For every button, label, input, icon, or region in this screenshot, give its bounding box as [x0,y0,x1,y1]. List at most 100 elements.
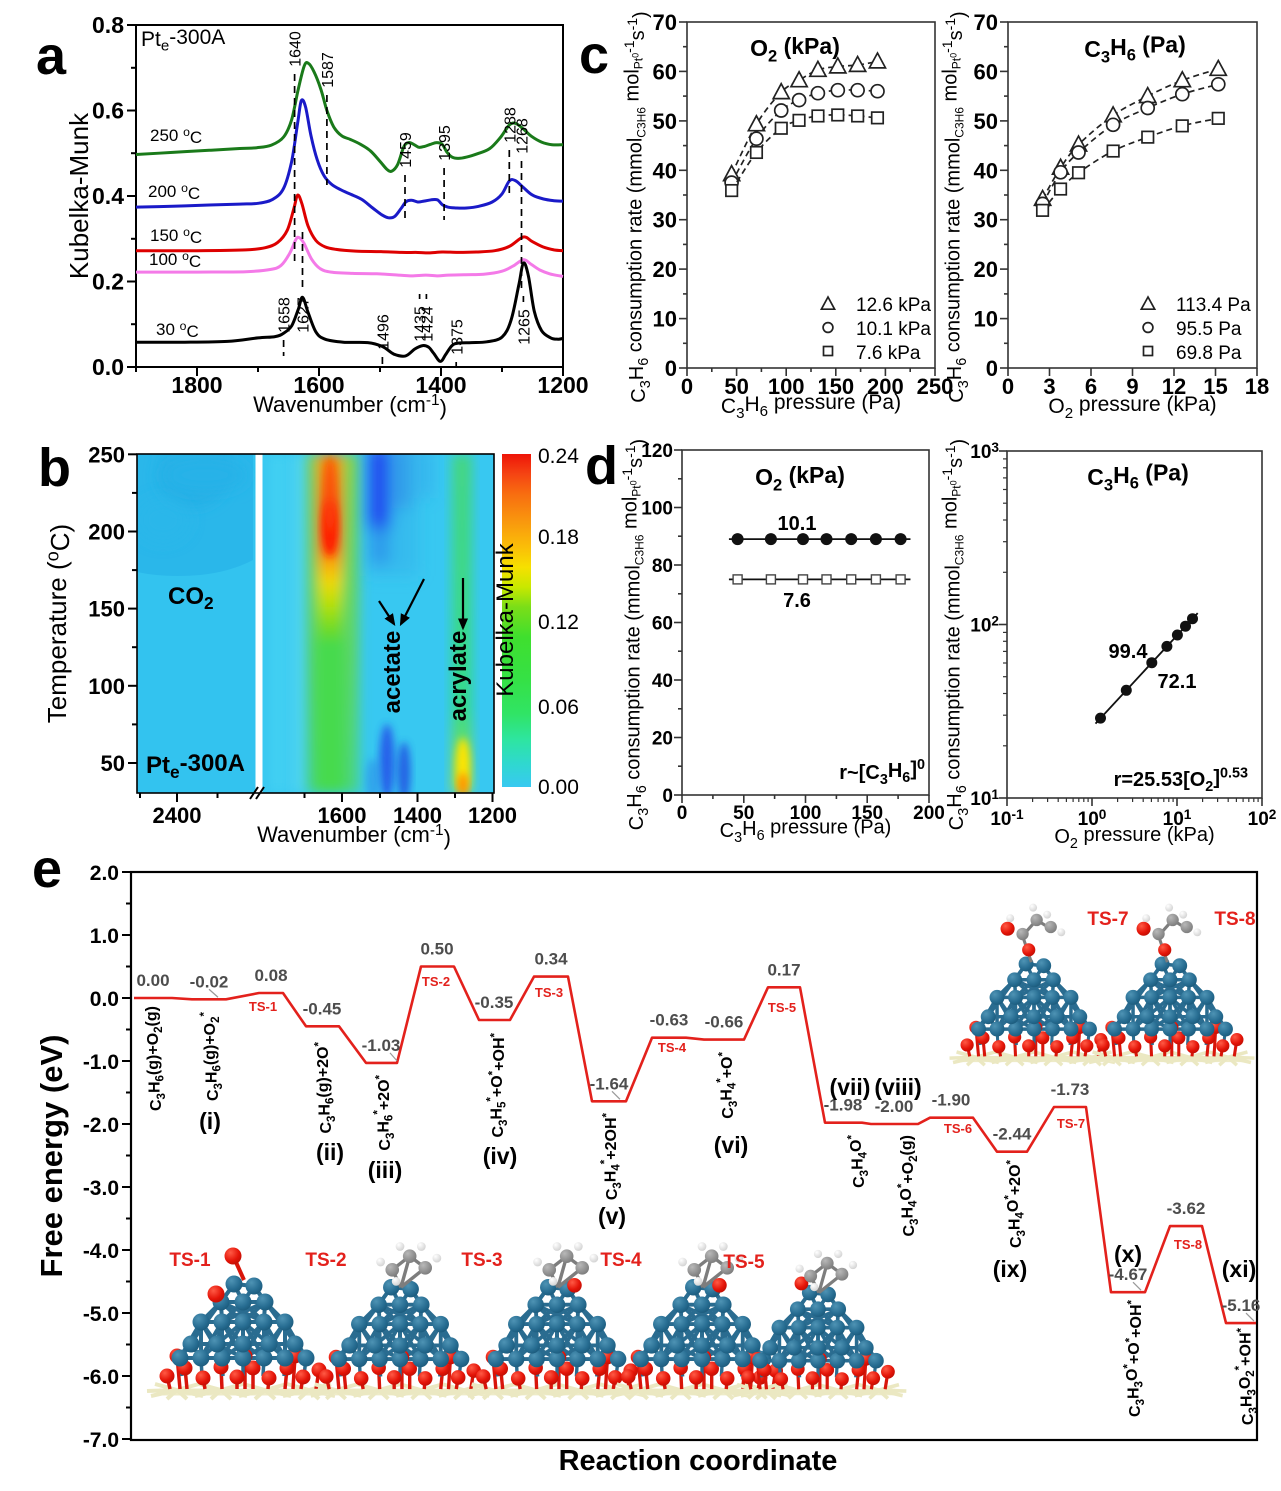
svg-text:60: 60 [653,59,677,84]
svg-text:113.4 Pa: 113.4 Pa [1176,295,1251,316]
svg-text:-2.44: -2.44 [993,1125,1032,1144]
svg-text:200 o​C: 200 o​C [148,181,200,203]
svg-text:-3.62: -3.62 [1167,1199,1206,1218]
svg-text:0.0: 0.0 [90,988,119,1011]
svg-text:1268: 1268 [515,118,532,154]
svg-text:20: 20 [653,257,677,282]
svg-text:-4.0: -4.0 [83,1240,119,1263]
svg-text:10: 10 [974,307,998,332]
svg-text:(x): (x) [1114,1241,1142,1267]
svg-text:TS-3: TS-3 [461,1250,502,1271]
svg-text:TS-8: TS-8 [1214,909,1255,930]
svg-text:1400: 1400 [393,803,442,828]
svg-text:acrylate: acrylate [445,631,472,722]
svg-text:(xi): (xi) [1222,1256,1257,1282]
svg-text:7.6 kPa: 7.6 kPa [856,343,921,364]
svg-text:(iv): (iv) [483,1143,518,1169]
svg-text:0.08: 0.08 [254,966,287,985]
svg-text:69.8 Pa: 69.8 Pa [1176,343,1242,364]
svg-text:TS-6: TS-6 [944,1121,972,1136]
svg-text:60: 60 [652,614,673,635]
svg-text:1627: 1627 [296,297,313,333]
svg-text:(i): (i) [199,1108,221,1134]
svg-text:0.4: 0.4 [92,183,124,209]
svg-text:0.8: 0.8 [92,12,124,38]
svg-text:1288: 1288 [502,107,519,143]
svg-text:1400: 1400 [415,372,466,398]
svg-text:-1.03: -1.03 [362,1036,401,1055]
svg-text:e: e [32,839,62,899]
svg-text:200: 200 [913,803,945,824]
svg-text:1200: 1200 [468,803,517,828]
svg-text:70: 70 [653,10,677,35]
svg-text:TS-7: TS-7 [1057,1116,1085,1131]
svg-text:Pte​-300A: Pte​-300A [146,750,245,782]
svg-text:50: 50 [733,803,754,824]
svg-text:50: 50 [724,374,748,399]
svg-text:0: 0 [681,374,693,399]
svg-text:-1.98: -1.98 [824,1096,863,1115]
svg-text:Wavenumber (cm-1): Wavenumber (cm-1) [253,392,447,420]
svg-text:60: 60 [974,59,998,84]
svg-text:-1.64: -1.64 [590,1074,629,1093]
svg-text:1.0: 1.0 [90,925,119,948]
svg-text:r=25.53[O2​]0.53: r=25.53[O2​]0.53 [1114,766,1248,795]
svg-text:-0.35: -0.35 [475,993,514,1012]
svg-text:0: 0 [665,356,677,381]
svg-text:12.6 kPa: 12.6 kPa [856,295,931,316]
svg-text:-4.67: -4.67 [1109,1265,1148,1284]
svg-text:c: c [579,25,609,85]
svg-text:(v): (v) [598,1203,626,1229]
svg-text:0: 0 [1002,374,1014,399]
svg-text:Wavenumber (cm-1): Wavenumber (cm-1) [257,822,451,850]
svg-text:70: 70 [974,10,998,35]
svg-text:1459: 1459 [398,132,415,168]
svg-text:1600: 1600 [318,803,367,828]
svg-text:-0.66: -0.66 [705,1013,744,1032]
svg-text:-2.0: -2.0 [83,1114,119,1137]
svg-text:acetate: acetate [379,631,406,714]
svg-text:15: 15 [1203,374,1227,399]
svg-text:Kubelka-Munk: Kubelka-Munk [64,112,94,279]
svg-text:3: 3 [1043,374,1055,399]
svg-text:250: 250 [917,374,954,399]
svg-text:100: 100 [88,674,125,699]
svg-text:1435: 1435 [413,306,430,342]
svg-text:1658: 1658 [277,297,294,333]
svg-text:99.4: 99.4 [1109,641,1149,663]
svg-text:Kubelka-Munk: Kubelka-Munk [492,542,519,696]
svg-text:1395: 1395 [437,125,454,161]
svg-text:-0.02: -0.02 [190,972,229,991]
svg-text:0.24: 0.24 [538,445,579,468]
svg-text:0.0: 0.0 [92,354,124,380]
svg-text:1640: 1640 [288,31,305,67]
svg-text:80: 80 [652,556,673,577]
svg-text:150: 150 [817,374,854,399]
svg-text:6: 6 [1085,374,1097,399]
svg-text:1800: 1800 [171,372,222,398]
svg-text:72.1: 72.1 [1158,671,1197,693]
svg-text:a: a [36,26,67,86]
svg-text:0: 0 [662,786,673,807]
svg-text:-5.16: -5.16 [1222,1296,1261,1315]
svg-text:TS-2: TS-2 [305,1250,346,1271]
svg-text:150: 150 [851,803,883,824]
svg-text:-1.0: -1.0 [83,1051,119,1074]
svg-text:100: 100 [641,499,673,520]
svg-text:150 o​C: 150 o​C [150,225,202,247]
svg-text:100: 100 [790,803,822,824]
svg-text:0.00: 0.00 [538,776,579,799]
svg-text:95.5 Pa: 95.5 Pa [1176,319,1242,340]
svg-text:TS-4: TS-4 [600,1250,642,1271]
svg-text:(vi): (vi) [714,1132,749,1158]
svg-text:TS-5: TS-5 [723,1252,765,1273]
svg-text:0.00: 0.00 [136,971,169,990]
svg-text:40: 40 [974,158,998,183]
svg-text:0.50: 0.50 [420,940,453,959]
svg-text:0.18: 0.18 [538,526,579,549]
svg-text:30: 30 [974,208,998,233]
svg-text:-1.90: -1.90 [932,1091,971,1110]
svg-text:20: 20 [652,729,673,750]
svg-text:30: 30 [653,208,677,233]
svg-text:TS-7: TS-7 [1087,909,1128,930]
